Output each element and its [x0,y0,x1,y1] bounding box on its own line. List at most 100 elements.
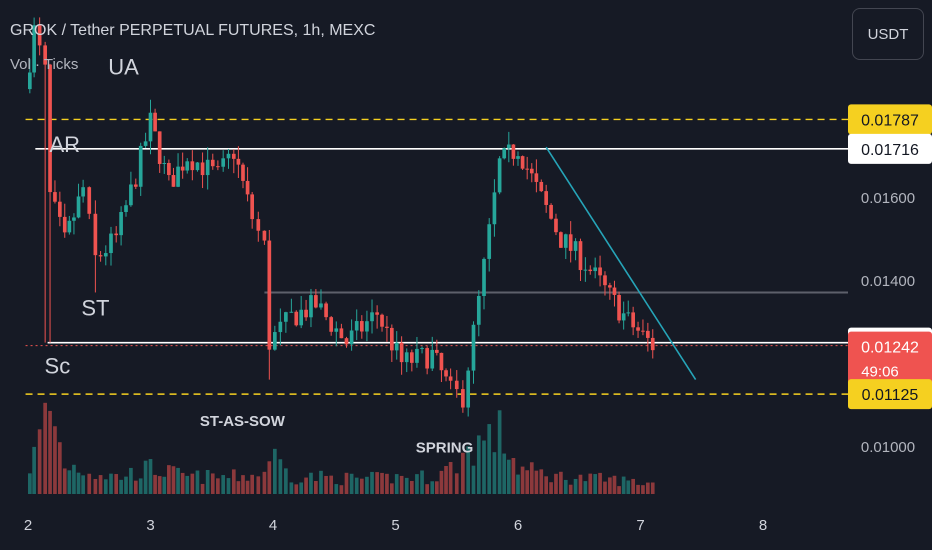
candle-body [439,352,444,371]
volume-bar [309,472,313,494]
price-label-box [848,133,932,164]
volume-bar [559,471,563,494]
volume-bar [62,468,67,494]
volume-bar [98,475,103,494]
candle-body [435,349,439,353]
volume-bar [525,470,530,494]
volume-bar [87,473,92,494]
candle-body [492,192,497,225]
candle-body [448,376,453,381]
candle-body [354,321,359,331]
volume-bar [404,477,409,494]
candle-body [359,321,364,332]
annotation-label: AR [49,132,80,157]
candle-body [394,342,399,351]
candle-body [133,184,138,187]
candle-body [482,258,486,297]
volume-bar [563,479,568,494]
candle-body [529,168,534,174]
candle-body [304,309,308,318]
candle-body [309,295,313,318]
volume-bar [578,474,583,494]
volume-bar [81,475,85,494]
annotation-label: Sc [45,353,71,378]
volume-bar [324,475,328,494]
volume-bar [216,478,220,494]
price-label-box [848,104,932,135]
volume-bar [646,482,650,494]
volume-bar [435,481,439,494]
candle-body [262,230,267,241]
candle-body [612,287,617,295]
volume-bar [461,452,465,494]
price-label-text: 0.01242 [861,340,919,357]
candle-body [273,332,277,350]
volume-bar [502,453,507,494]
axes: 2 3 4 5 6 7 8 0.01000 0.01400 0.01600 [24,190,915,534]
candle-body [511,144,516,159]
volume-bar [329,475,334,494]
candle-body [119,211,123,236]
candle-body [216,166,220,168]
volume-bar [167,465,171,494]
y-tick-label: 0.01400 [861,273,915,290]
candle-body [399,342,404,363]
candle-body [76,196,81,218]
candle-body [205,159,210,176]
candle-body [236,158,241,165]
currency-button[interactable]: USDT [852,8,924,60]
volume-bar [549,482,553,494]
candle-body [138,145,143,187]
volume-bar [143,460,148,494]
volume-bar [53,426,57,494]
volume-bar [273,448,277,494]
volume-bar [598,472,602,494]
trendline-layer [545,146,697,381]
volume-bar [603,481,607,494]
volume-bar [162,476,167,494]
volume-bar [245,480,250,494]
candle-body [349,330,354,345]
volume-bar [439,470,444,494]
candle-body [250,194,255,220]
candle-body [58,201,62,217]
volume-bar [299,482,304,494]
volume-bar [430,481,435,494]
volume-bar [37,429,42,494]
candle-body [324,303,328,318]
volume-bar [319,470,323,494]
candle-body [444,370,448,377]
volume-bar [573,478,578,494]
candle-body [256,219,261,231]
volume-bar [226,478,231,494]
volume-bar [534,470,539,494]
candle-body [461,389,465,408]
volume-bar [114,474,119,494]
candle-body [48,64,52,193]
annotation-label: SPRING [416,440,474,457]
volume-bar [593,474,598,494]
candles [28,17,655,417]
candle-body [143,141,148,146]
candle-body [525,168,530,170]
volume-bar [262,471,267,494]
volume-bar [544,476,549,494]
x-tick-label: 2 [24,517,32,534]
volume-bar [284,468,288,494]
candle-body [278,321,283,333]
candle-body [415,348,419,363]
volume-bar [448,462,453,494]
volume-bar [221,475,226,494]
candle-body [563,234,568,248]
candle-body [568,234,573,251]
volume-bar [568,484,573,494]
x-tick-label: 4 [269,517,277,534]
candle-body [380,314,384,327]
candle-body [650,337,655,351]
candle-body [454,380,459,390]
volume-bar [482,440,486,494]
candle-body [129,184,133,206]
volume-bar [554,473,558,494]
